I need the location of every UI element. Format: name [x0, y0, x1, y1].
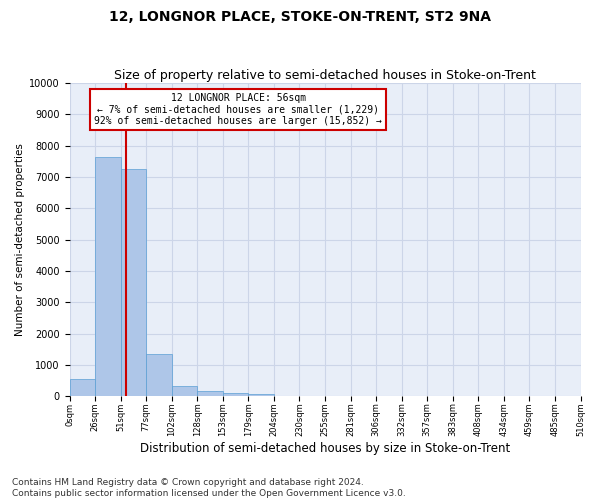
Bar	[70, 378, 95, 396]
Title: Size of property relative to semi-detached houses in Stoke-on-Trent: Size of property relative to semi-detach…	[114, 69, 536, 82]
Bar	[197, 391, 223, 396]
Bar	[121, 168, 146, 396]
Text: 12, LONGNOR PLACE, STOKE-ON-TRENT, ST2 9NA: 12, LONGNOR PLACE, STOKE-ON-TRENT, ST2 9…	[109, 10, 491, 24]
Bar	[248, 394, 274, 396]
Text: 12 LONGNOR PLACE: 56sqm
← 7% of semi-detached houses are smaller (1,229)
92% of : 12 LONGNOR PLACE: 56sqm ← 7% of semi-det…	[94, 92, 382, 126]
Y-axis label: Number of semi-detached properties: Number of semi-detached properties	[15, 143, 25, 336]
X-axis label: Distribution of semi-detached houses by size in Stoke-on-Trent: Distribution of semi-detached houses by …	[140, 442, 510, 455]
Bar	[223, 393, 248, 396]
Text: Contains HM Land Registry data © Crown copyright and database right 2024.
Contai: Contains HM Land Registry data © Crown c…	[12, 478, 406, 498]
Bar	[95, 158, 121, 396]
Bar	[146, 354, 172, 396]
Bar	[172, 386, 197, 396]
